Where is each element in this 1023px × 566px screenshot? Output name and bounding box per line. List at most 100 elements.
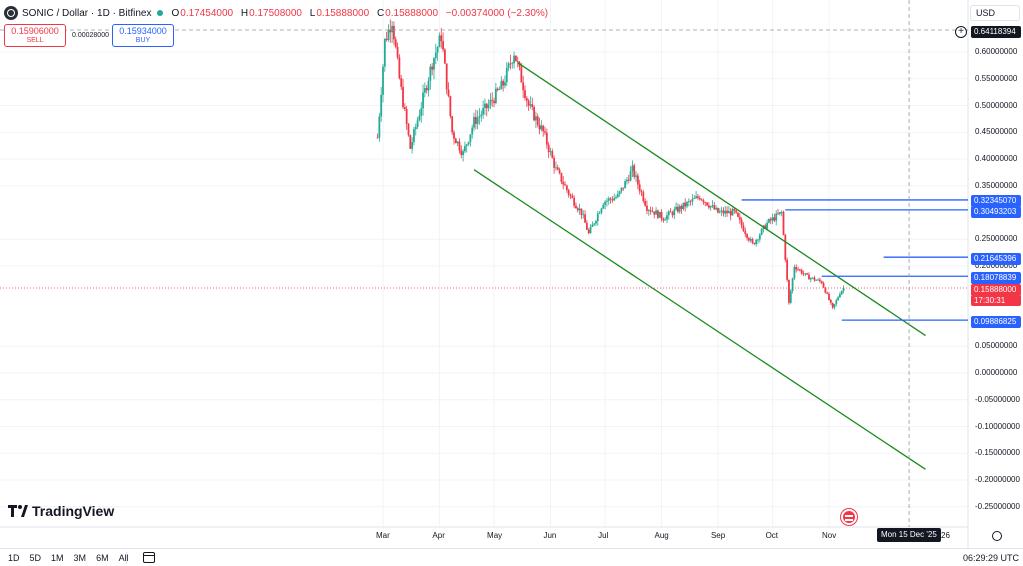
candle-body — [438, 35, 441, 48]
candle-body — [660, 211, 663, 219]
y-tick-label: 0.50000000 — [975, 100, 1018, 110]
candle-body — [839, 294, 841, 298]
candle-body — [673, 209, 676, 216]
candle-body — [429, 66, 432, 81]
candle-body — [582, 214, 585, 216]
candle-body — [802, 273, 805, 275]
calendar-icon[interactable] — [142, 552, 155, 563]
buy-button[interactable]: 0.15934000 BUY — [112, 24, 174, 47]
candle-body — [727, 211, 730, 214]
candle-body — [400, 78, 403, 87]
countdown-tag: 17:30:31 — [971, 295, 1021, 306]
candle-body — [828, 293, 830, 300]
candle-body — [738, 216, 741, 220]
candle-body — [684, 202, 687, 207]
candle-body — [402, 86, 404, 108]
timeframe-5d[interactable]: 5D — [29, 552, 42, 563]
settings-icon[interactable] — [992, 531, 1002, 541]
candle-body — [813, 277, 816, 281]
candle-body — [584, 214, 586, 223]
candle-body — [573, 197, 576, 206]
trade-panel: 0.15906000 SELL 0.00028000 0.15934000 BU… — [4, 24, 174, 47]
y-tick-label: -0.20000000 — [975, 475, 1020, 484]
candle-body — [611, 199, 614, 201]
candle-body — [822, 283, 825, 288]
ohlc-values: O0.17454000 H0.17508000 L0.15888000 C0.1… — [171, 7, 549, 19]
candle-body — [789, 290, 792, 303]
currency-select[interactable]: USD — [970, 5, 1020, 21]
candle-body — [700, 199, 703, 201]
candle-body — [516, 61, 519, 63]
candle-body — [818, 279, 821, 282]
timeframe-3m[interactable]: 3M — [73, 552, 87, 563]
candle-body — [744, 231, 747, 235]
sell-button[interactable]: 0.15906000 SELL — [4, 24, 66, 47]
timeframe-1m[interactable]: 1M — [51, 552, 64, 563]
timeframe-6m[interactable]: 6M — [96, 552, 109, 563]
candle-body — [396, 46, 399, 58]
candle-body — [564, 184, 566, 186]
candle-body — [504, 82, 506, 86]
candle-body — [644, 201, 647, 206]
timeframe-1d[interactable]: 1D — [8, 552, 20, 563]
candle-body — [607, 198, 610, 201]
brand-name: TradingView — [32, 503, 115, 519]
channel-upper-line — [517, 62, 926, 337]
level-tag-1: 0.32345070 — [971, 195, 1021, 207]
candle-body — [768, 219, 770, 223]
candle-body — [808, 274, 810, 280]
candle-body — [633, 165, 636, 177]
candle-body — [671, 212, 674, 216]
candle-body — [389, 29, 392, 33]
candle-body — [809, 278, 812, 280]
candle-body — [513, 55, 515, 64]
open-value: 0.17454000 — [180, 7, 234, 19]
candle-body — [560, 172, 563, 182]
candle-body — [487, 104, 490, 109]
candle-body — [378, 116, 381, 138]
candle-body — [829, 299, 832, 303]
candle-body — [687, 201, 690, 203]
candle-body — [788, 279, 790, 303]
candle-body — [485, 103, 488, 109]
candle-body — [778, 212, 781, 214]
candle-body — [393, 25, 395, 40]
candle-body — [480, 114, 483, 117]
candle-body — [771, 217, 774, 221]
candle-body — [706, 202, 708, 206]
events-flag-icon[interactable] — [841, 509, 857, 525]
candle-body — [638, 184, 641, 192]
candle-body — [549, 151, 552, 153]
candle-body — [722, 210, 725, 214]
price-chart[interactable] — [0, 0, 1023, 548]
candle-body — [746, 234, 748, 239]
candle-body — [587, 229, 590, 234]
candle-body — [760, 228, 763, 235]
candle-body — [748, 238, 750, 241]
symbol-logo-icon — [4, 6, 18, 20]
candle-body — [498, 89, 501, 90]
candle-body — [416, 120, 419, 127]
x-tick-label: Sep — [710, 531, 726, 540]
candle-body — [482, 108, 485, 115]
utc-clock[interactable]: 06:29:29 UTC — [962, 552, 1019, 563]
timeframe-all[interactable]: All — [118, 552, 129, 563]
candle-body — [840, 290, 843, 295]
candle-body — [593, 223, 596, 225]
candle-body — [797, 269, 799, 271]
add-alert-icon[interactable]: + — [955, 26, 967, 38]
candle-body — [464, 146, 466, 152]
candle-body — [640, 191, 643, 193]
candle-body — [662, 218, 665, 221]
crosshair-price-tag: 0.64118394 — [971, 26, 1021, 38]
candle-body — [651, 211, 654, 213]
close-value: 0.15888000 — [385, 7, 439, 19]
candle-body — [473, 116, 475, 128]
y-tick-label: 0.00000000 — [975, 368, 1018, 377]
candle-body — [383, 38, 386, 67]
candle-body — [656, 210, 659, 218]
candle-body — [476, 117, 479, 124]
symbol-title[interactable]: SONIC / Dollar · 1D · Bitfinex — [22, 7, 152, 19]
candle-body — [704, 202, 707, 204]
candle-body — [414, 126, 417, 130]
